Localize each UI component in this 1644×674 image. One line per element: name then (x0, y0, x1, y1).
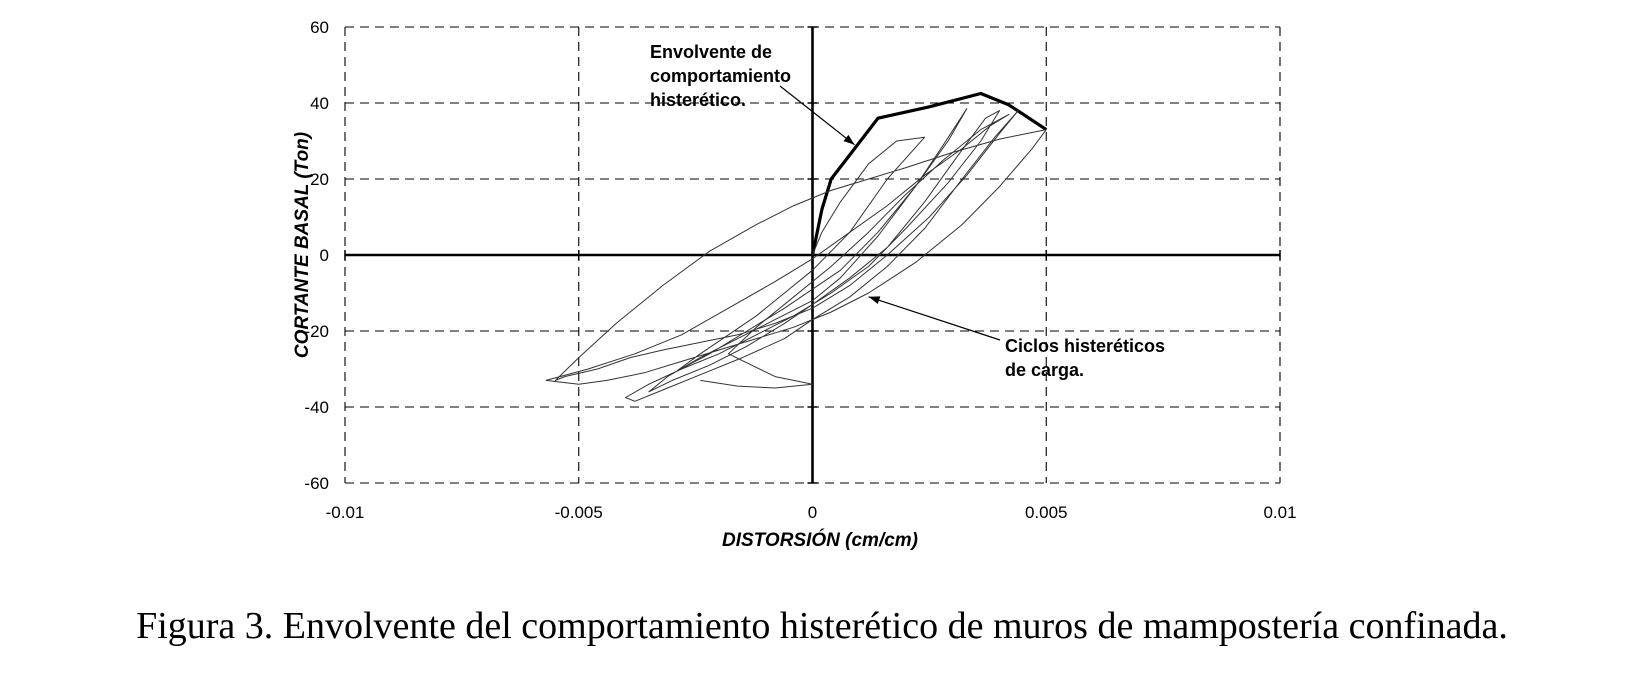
annotation-text-line: histerético. (650, 90, 746, 110)
annotation-arrow-line (868, 296, 1001, 341)
annotation-envelope: Envolvente de comportamiento histerético. (650, 42, 855, 146)
y-tick-label: -40 (304, 398, 329, 417)
annotation-text-line: de carga. (1005, 360, 1084, 380)
annotation-cycles: Ciclos histeréticos de carga. (868, 296, 1165, 380)
x-axis-title: DISTORSIÓN (cm/cm) (722, 529, 918, 551)
annotations: Envolvente de comportamiento histerético. C… (650, 42, 1165, 380)
tick-labels: -0.01 -0.005 0 0.005 0.01 -60 -40 -20 0 20 40 60 (304, 18, 1296, 522)
annotation-text-line: comportamiento (650, 66, 791, 86)
x-tick-label: -0.005 (555, 503, 603, 522)
hysteresis-chart: -0.01 -0.005 0 0.005 0.01 -60 -40 -20 0 20 40 60 DI… (292, 18, 1297, 551)
x-tick-label: 0.005 (1025, 503, 1068, 522)
x-tick-label: 0.01 (1263, 503, 1296, 522)
series-layer (545, 91, 1048, 402)
y-tick-label: 20 (310, 170, 329, 189)
y-tick-label: 40 (310, 94, 329, 113)
hysteresis-cycles-line-2 (545, 113, 1010, 389)
y-tick-label: 0 (320, 246, 329, 265)
annotation-text-line: Ciclos histeréticos (1005, 336, 1165, 356)
x-tick-label: -0.01 (326, 503, 365, 522)
y-tick-label: 60 (310, 18, 329, 37)
annotation-arrow-head (843, 134, 855, 145)
annotation-arrow-head (868, 296, 881, 305)
y-tick-label: -60 (304, 474, 329, 493)
annotation-text-line: Envolvente de (650, 42, 772, 62)
y-tick-label: -20 (304, 322, 329, 341)
y-axis-title: CORTANTE BASAL (Ton) (292, 132, 313, 358)
figure-caption: Figura 3. Envolvente del comportamiento … (136, 605, 1508, 647)
annotation-arrow-line (779, 85, 855, 146)
hysteresis-cycles-line (545, 108, 1047, 402)
envelope-line (810, 91, 1048, 256)
x-tick-label: 0 (808, 503, 817, 522)
